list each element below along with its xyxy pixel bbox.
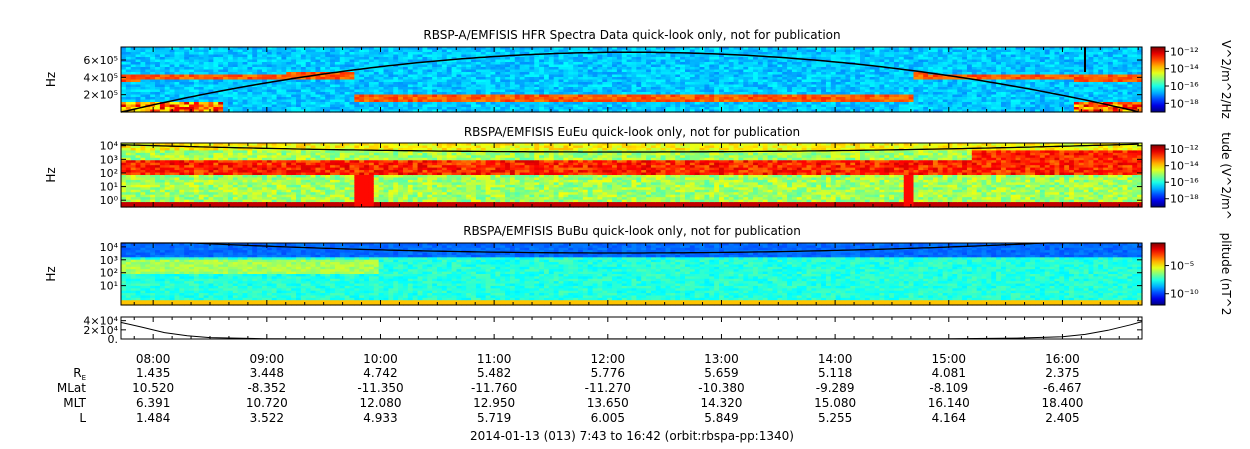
ephemeris-value: 4.742 (363, 366, 397, 380)
ephemeris-value: -11.760 (471, 381, 517, 395)
ephemeris-value: 1.435 (136, 366, 170, 380)
time-tick-label: 15:00 (931, 352, 966, 366)
cyclotron-curve (120, 143, 1139, 153)
ephemeris-row-label: L (79, 411, 86, 425)
ephemeris-value: 5.255 (818, 411, 852, 425)
ephemeris-table: RE 1.435 3.448 4.742 5.482 5.776 5.659 5.118 4.0… (57, 366, 1084, 425)
colorbar-tick-label: 10⁻¹⁴ (1170, 63, 1199, 76)
ephemeris-value: 16.140 (928, 396, 970, 410)
y-tick-label: 10² (100, 267, 118, 280)
colorbar-label: plitude (nT^2 (1219, 233, 1233, 316)
y-tick-label: 10¹ (100, 181, 118, 194)
ephemeris-value: 6.391 (136, 396, 170, 410)
time-tick-label: 11:00 (477, 352, 512, 366)
y-axis-label: Hz (44, 167, 58, 182)
colorbar-label: V^2/m^2/Hz (1219, 40, 1233, 119)
colorbar-tick-label: 10⁻¹⁸ (1170, 97, 1199, 110)
ephemeris-value: 14.320 (700, 396, 742, 410)
ephemeris-value: -6.467 (1043, 381, 1082, 395)
ephemeris-row-label: RE (73, 366, 86, 382)
ephemeris-value: 18.400 (1041, 396, 1083, 410)
y-tick-label: 2×10⁵ (83, 89, 118, 102)
y-tick-label: 10³ (100, 254, 118, 267)
ephemeris-value: -11.350 (357, 381, 403, 395)
y-tick-label: 10² (100, 167, 118, 180)
y-axis-label: Hz (44, 72, 58, 87)
panel-title: RBSPA/EMFISIS BuBu quick-look only, not … (463, 224, 801, 238)
ephemeris-value: 2.405 (1045, 411, 1079, 425)
ephemeris-value: 4.164 (932, 411, 966, 425)
series-line (121, 321, 1143, 340)
cyclotron-curve (120, 51, 1139, 113)
ephemeris-value: 5.849 (704, 411, 738, 425)
ephemeris-value: 2.375 (1045, 366, 1079, 380)
colorbar-tick-label: 10⁻¹⁶ (1170, 176, 1199, 189)
hfr-spectrogram-panel: RBSP-A/EMFISIS HFR Spectra Data quick-lo… (44, 28, 1233, 119)
ephemeris-value: 5.776 (591, 366, 625, 380)
ephemeris-value: -8.109 (929, 381, 968, 395)
colorbar (1150, 242, 1166, 306)
colorbar-tick-label: 10⁻¹⁴ (1170, 160, 1199, 173)
time-tick-label: 12:00 (591, 352, 626, 366)
y-tick-label: 10³ (100, 153, 118, 166)
ephemeris-value: 10.520 (132, 381, 174, 395)
ephemeris-value: -8.352 (247, 381, 286, 395)
panel-title: RBSP-A/EMFISIS HFR Spectra Data quick-lo… (423, 28, 840, 42)
ephemeris-value: 4.933 (363, 411, 397, 425)
y-tick-label: 10¹ (100, 280, 118, 293)
footer-caption: 2014-01-13 (013) 7:43 to 16:42 (orbit:rb… (470, 429, 794, 443)
y-tick-label: 2×10⁴ (83, 324, 118, 337)
y-tick-label: 6×10⁵ (83, 54, 118, 67)
ephemeris-row-label: MLat (57, 381, 86, 395)
time-tick-label: 14:00 (818, 352, 853, 366)
ephemeris-value: 5.482 (477, 366, 511, 380)
ephemeris-value: -9.289 (816, 381, 855, 395)
ephemeris-value: 5.659 (704, 366, 738, 380)
ephemeris-value: -11.270 (585, 381, 631, 395)
ephemeris-value: 15.080 (814, 396, 856, 410)
ephemeris-value: 10.720 (246, 396, 288, 410)
y-tick-label: 4×10⁴ (83, 315, 118, 328)
ephemeris-value: 3.448 (250, 366, 284, 380)
ephemeris-value: 12.080 (359, 396, 401, 410)
ephemeris-value: 3.522 (250, 411, 284, 425)
colorbar (1150, 46, 1166, 113)
colorbar-tick-label: 10⁻¹² (1170, 45, 1199, 58)
colorbar-tick-label: 10⁻¹⁶ (1170, 80, 1199, 93)
ephemeris-value: 12.950 (473, 396, 515, 410)
bubu-spectrogram-panel: RBSPA/EMFISIS BuBu quick-look only, not … (44, 224, 1233, 315)
y-tick-label: 0. (108, 333, 119, 346)
time-tick-label: 16:00 (1045, 352, 1080, 366)
colorbar-tick-label: 10⁻⁵ (1170, 260, 1194, 273)
time-tick-label: 08:00 (136, 352, 171, 366)
eueu-spectrogram-panel: RBSPA/EMFISIS EuEu quick-look only, not … (44, 125, 1233, 220)
colorbar-label: tude (V^2/m^ (1219, 132, 1233, 220)
time-tick-label: 09:00 (250, 352, 285, 366)
panel-title: RBSPA/EMFISIS EuEu quick-look only, not … (464, 125, 800, 139)
ephemeris-value: -10.380 (698, 381, 744, 395)
ephemeris-value: 13.650 (587, 396, 629, 410)
cyclotron-curve (121, 242, 1139, 254)
y-tick-label: 10⁴ (100, 140, 119, 153)
ephemeris-value: 6.005 (591, 411, 625, 425)
colorbar-tick-label: 10⁻¹² (1170, 143, 1199, 156)
colorbar-tick-label: 10⁻¹⁰ (1170, 288, 1199, 301)
time-tick-label: 13:00 (704, 352, 739, 366)
y-tick-label: 10⁰ (100, 194, 119, 207)
ephemeris-value: 5.719 (477, 411, 511, 425)
y-tick-label: 10⁴ (100, 241, 119, 254)
y-tick-label: 4×10⁵ (83, 71, 118, 84)
ephemeris-value: 5.118 (818, 366, 852, 380)
ephemeris-value: 1.484 (136, 411, 170, 425)
colorbar-tick-label: 10⁻¹⁸ (1170, 193, 1199, 206)
ephemeris-row-label: MLT (63, 396, 86, 410)
ephemeris-value: 4.081 (932, 366, 966, 380)
colorbar (1150, 144, 1166, 208)
y-axis-label: Hz (44, 266, 58, 281)
time-tick-label: 10:00 (363, 352, 398, 366)
